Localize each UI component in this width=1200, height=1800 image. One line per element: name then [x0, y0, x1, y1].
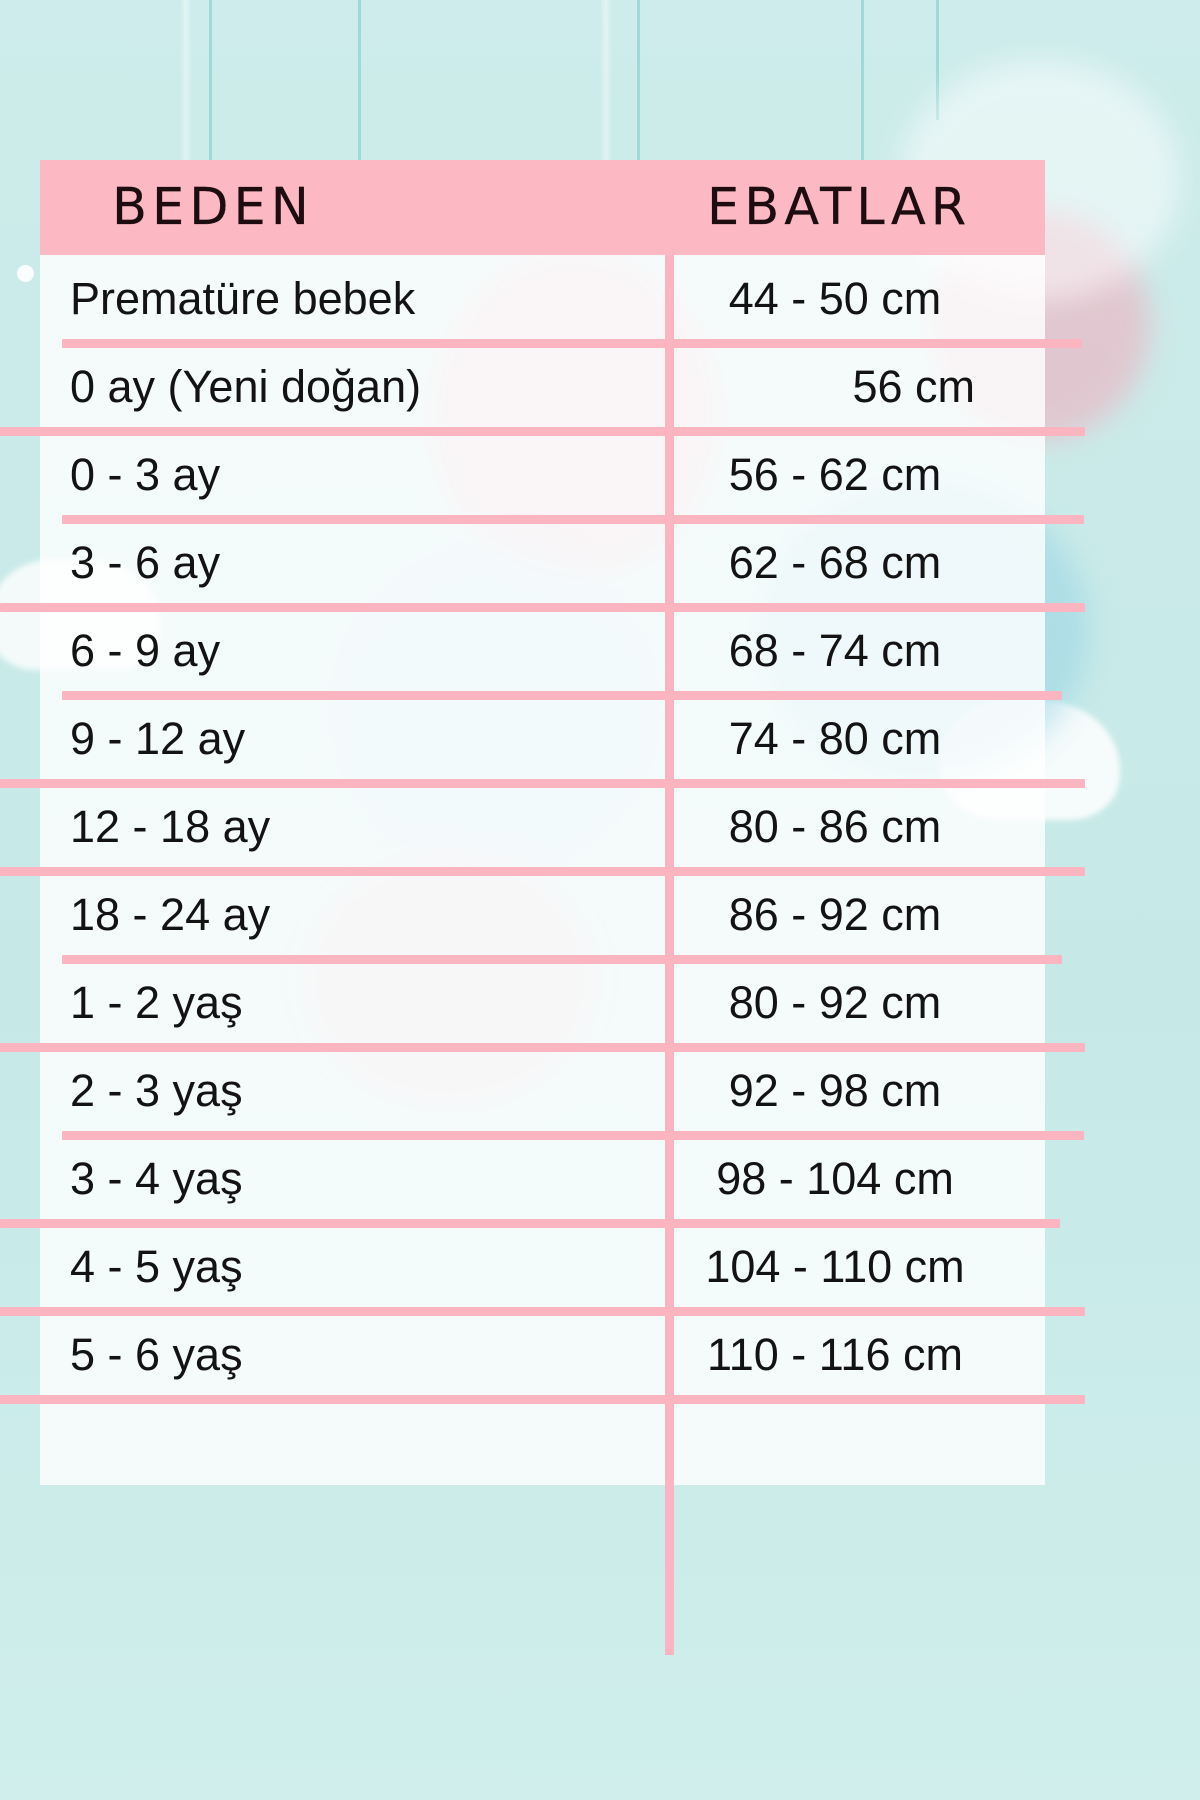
- table-row: 1 - 2 yaş 80 - 92 cm: [40, 959, 1045, 1047]
- cell-beden: 9 - 12 ay: [70, 713, 246, 764]
- table-row: 4 - 5 yaş 104 - 110 cm: [40, 1223, 1045, 1311]
- cell-beden: 0 ay (Yeni doğan): [70, 361, 422, 412]
- background-stripe-soft: [180, 0, 192, 175]
- table-row: 9 - 12 ay 74 - 80 cm: [40, 695, 1045, 783]
- background-stripe: [936, 0, 939, 120]
- cell-beden: 5 - 6 yaş: [70, 1329, 243, 1380]
- cell-beden: 0 - 3 ay: [70, 449, 221, 500]
- row-divider: [62, 515, 1084, 524]
- table-row: 2 - 3 yaş 92 - 98 cm: [40, 1047, 1045, 1135]
- cell-beden: 1 - 2 yaş: [70, 977, 243, 1028]
- cell-beden: [40, 1399, 665, 1485]
- background-stripe: [209, 0, 212, 172]
- cell-beden: 3 - 6 ay: [70, 537, 221, 588]
- row-divider: [0, 779, 1085, 788]
- table-row: 6 - 9 ay 68 - 74 cm: [40, 607, 1045, 695]
- table-row-empty: [40, 1399, 1045, 1485]
- table-header-beden: BEDEN: [112, 178, 314, 237]
- cell-beden: Prematüre bebek: [70, 273, 416, 324]
- cell-ebatlar: 56 cm: [852, 361, 975, 412]
- cell-beden: 6 - 9 ay: [70, 625, 221, 676]
- cell-ebatlar: 92 - 98 cm: [728, 1065, 942, 1116]
- table-row: 0 ay (Yeni doğan) 56 cm: [40, 343, 1045, 431]
- row-divider: [62, 955, 1062, 964]
- table-row: 12 - 18 ay 80 - 86 cm: [40, 783, 1045, 871]
- size-chart-table: BEDEN EBATLAR Prematüre bebek 44 - 50 cm…: [0, 160, 1085, 1655]
- cell-beden: 3 - 4 yaş: [70, 1153, 243, 1204]
- row-divider: [0, 427, 1085, 436]
- row-divider: [0, 1219, 1060, 1228]
- cell-beden: 18 - 24 ay: [70, 889, 271, 940]
- row-divider: [0, 603, 1085, 612]
- row-divider: [0, 867, 1085, 876]
- table-header-row: BEDEN EBATLAR: [40, 160, 1045, 255]
- table-row: 5 - 6 yaş 110 - 116 cm: [40, 1311, 1045, 1399]
- cell-beden: 2 - 3 yaş: [70, 1065, 243, 1116]
- cell-ebatlar: 80 - 86 cm: [728, 801, 942, 852]
- table-header-ebatlar: EBATLAR: [707, 178, 972, 237]
- cell-ebatlar: 86 - 92 cm: [728, 889, 942, 940]
- cell-ebatlar: 74 - 80 cm: [728, 713, 942, 764]
- cell-ebatlar: [665, 1399, 1045, 1485]
- cell-beden: 12 - 18 ay: [70, 801, 271, 852]
- column-divider: [665, 255, 674, 1655]
- cell-ebatlar: 68 - 74 cm: [728, 625, 942, 676]
- background-stripe: [637, 0, 640, 172]
- row-divider: [62, 1131, 1084, 1140]
- background-stripe: [861, 0, 864, 172]
- cell-ebatlar: 44 - 50 cm: [728, 273, 942, 324]
- cell-ebatlar: 98 - 104 cm: [716, 1153, 954, 1204]
- cell-ebatlar: 56 - 62 cm: [728, 449, 942, 500]
- cell-ebatlar: 110 - 116 cm: [707, 1329, 963, 1380]
- row-divider: [62, 339, 1082, 348]
- row-divider: [0, 1307, 1085, 1316]
- background-stripe-soft: [600, 0, 612, 175]
- table-row: Prematüre bebek 44 - 50 cm: [40, 255, 1045, 343]
- background-stripe: [358, 0, 361, 172]
- cell-ebatlar: 104 - 110 cm: [705, 1241, 965, 1292]
- table-body: Prematüre bebek 44 - 50 cm 0 ay (Yeni do…: [0, 255, 1085, 1485]
- table-row: 3 - 6 ay 62 - 68 cm: [40, 519, 1045, 607]
- row-divider: [0, 1043, 1085, 1052]
- cell-ebatlar: 80 - 92 cm: [728, 977, 942, 1028]
- cell-ebatlar: 62 - 68 cm: [728, 537, 942, 588]
- row-divider: [0, 1395, 1085, 1404]
- row-divider: [62, 691, 1062, 700]
- table-row: 0 - 3 ay 56 - 62 cm: [40, 431, 1045, 519]
- cell-beden: 4 - 5 yaş: [70, 1241, 243, 1292]
- table-row: 18 - 24 ay 86 - 92 cm: [40, 871, 1045, 959]
- table-row: 3 - 4 yaş 98 - 104 cm: [40, 1135, 1045, 1223]
